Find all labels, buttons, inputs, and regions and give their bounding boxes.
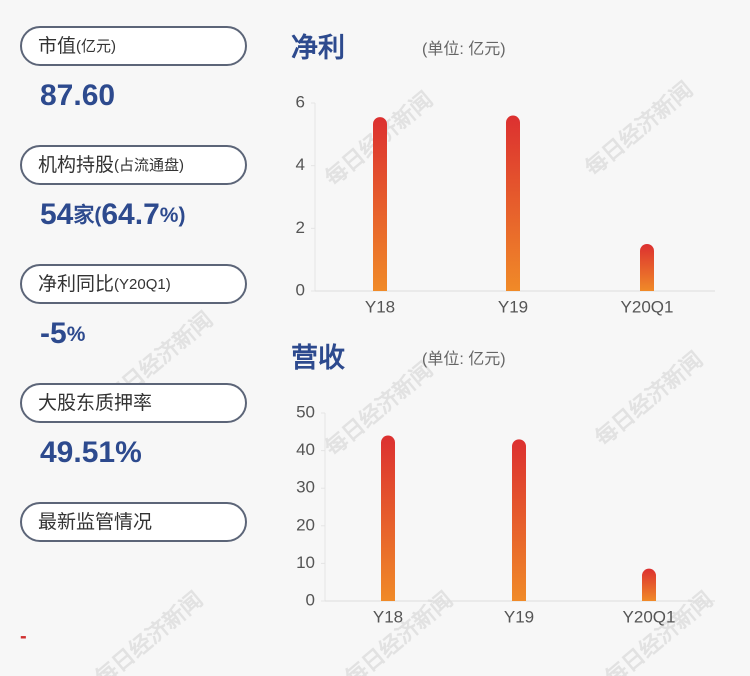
- stat-value: 54家(64.7%): [40, 198, 185, 231]
- chart-subtitle: (单位: 亿元): [422, 40, 506, 58]
- bar: [381, 435, 395, 601]
- stat-value-part: 64.7: [101, 198, 159, 231]
- stat-value-part: (: [94, 204, 101, 227]
- stat-pill: [20, 383, 247, 423]
- stat-label-text: 最新监管情况: [38, 511, 152, 533]
- bar: [373, 117, 387, 291]
- y-tick-label: 0: [296, 280, 305, 299]
- stat-label: 机构持股(占流通盘): [38, 154, 184, 176]
- stat-value-part: 54: [40, 198, 74, 231]
- chart-title: 营收: [291, 343, 345, 373]
- x-tick-label: Y19: [504, 607, 534, 626]
- y-tick-label: 0: [306, 590, 315, 609]
- x-tick-label: Y20Q1: [623, 607, 676, 626]
- chart-title: 净利: [291, 33, 345, 63]
- y-tick-label: 2: [296, 218, 305, 237]
- watermark: 每日经济新闻: [600, 587, 717, 676]
- y-tick-label: 4: [296, 155, 305, 174]
- stat-value-part: 87.60: [40, 79, 115, 112]
- watermark: 每日经济新闻: [590, 347, 707, 451]
- stat-label: 市值(亿元): [38, 35, 116, 57]
- stat-value: -5%: [40, 317, 86, 350]
- x-tick-label: Y18: [373, 607, 403, 626]
- stat-label-text: 机构持股: [38, 154, 114, 176]
- stat-pill: [20, 26, 247, 66]
- stat-label-text: 市值: [38, 35, 76, 57]
- stat-pill: [20, 502, 247, 542]
- x-tick-label: Y20Q1: [621, 297, 674, 316]
- stat-value-part: %: [67, 323, 86, 346]
- watermark: 每日经济新闻: [580, 77, 697, 181]
- stat-value-part: 家: [73, 203, 95, 227]
- stat-label-unit: (占流通盘): [114, 156, 184, 174]
- chart-subtitle: (单位: 亿元): [422, 350, 506, 368]
- stat-pill: [20, 264, 247, 304]
- stat-label-text: 大股东质押率: [38, 392, 152, 414]
- stat-value-part: -5: [40, 317, 67, 350]
- stat-label-text: 净利同比: [38, 273, 114, 295]
- bar: [640, 244, 654, 291]
- stat-label: 大股东质押率: [38, 392, 152, 414]
- y-tick-label: 10: [296, 553, 315, 572]
- stat-value: 49.51%: [40, 436, 142, 469]
- x-tick-label: Y19: [498, 297, 528, 316]
- stat-value-part: %): [160, 204, 186, 227]
- stat-label: 净利同比(Y20Q1): [38, 273, 171, 295]
- x-tick-label: Y18: [365, 297, 395, 316]
- y-tick-label: 20: [296, 515, 315, 534]
- stat-label: 最新监管情况: [38, 511, 152, 533]
- bar: [642, 568, 656, 601]
- y-tick-label: 40: [296, 440, 315, 459]
- stat-pill: [20, 145, 247, 185]
- footer-mark: -: [20, 625, 27, 647]
- bar: [506, 115, 520, 291]
- bar: [512, 439, 526, 601]
- stat-value-part: 49.51%: [40, 436, 142, 469]
- y-tick-label: 6: [296, 92, 305, 111]
- y-tick-label: 50: [296, 402, 315, 421]
- stat-label-unit: (Y20Q1): [114, 276, 171, 293]
- stat-label-unit: (亿元): [76, 38, 116, 55]
- stat-value: 87.60: [40, 79, 115, 112]
- watermark: 每日经济新闻: [90, 587, 207, 676]
- watermark: 每日经济新闻: [340, 587, 457, 676]
- y-tick-label: 30: [296, 478, 315, 497]
